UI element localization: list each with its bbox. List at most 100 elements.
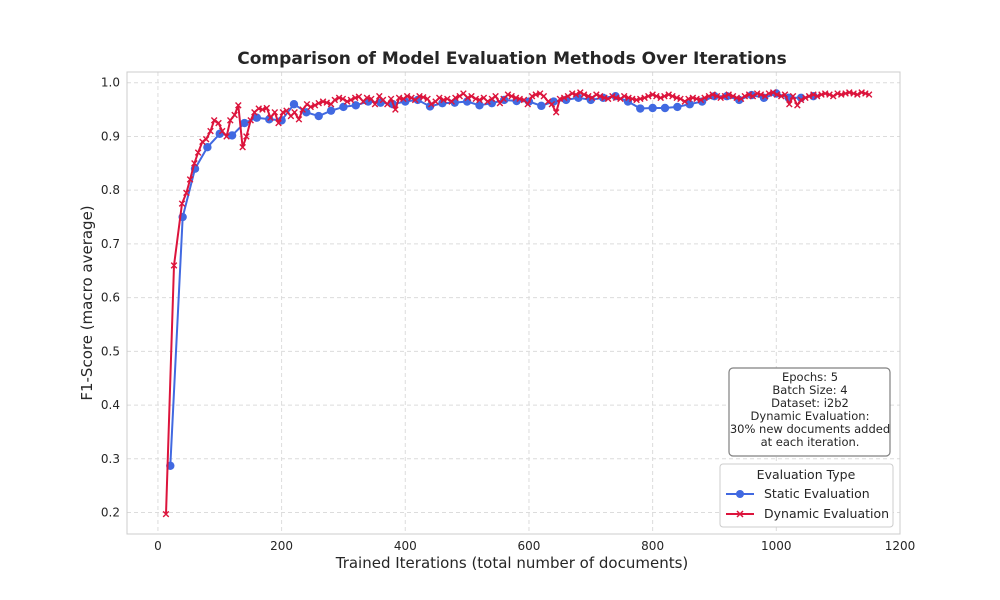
data-point	[311, 102, 319, 109]
data-point	[669, 92, 676, 100]
x-tick-label: 1200	[885, 539, 916, 553]
data-point	[701, 94, 708, 102]
data-point	[255, 105, 263, 112]
data-point	[596, 92, 604, 100]
series-line	[169, 92, 814, 466]
data-point	[648, 103, 657, 113]
data-point	[218, 127, 226, 135]
data-point	[617, 95, 624, 103]
data-point	[685, 100, 694, 109]
data-point	[858, 89, 865, 96]
data-point	[435, 94, 443, 102]
legend-marker-static	[736, 490, 744, 498]
data-point	[786, 100, 793, 108]
series-layer	[162, 89, 873, 518]
data-point	[854, 91, 861, 98]
data-point	[721, 92, 729, 100]
data-point	[215, 119, 222, 127]
data-point	[548, 100, 556, 108]
data-point	[512, 94, 520, 102]
data-point	[440, 96, 447, 104]
data-point	[424, 95, 431, 103]
data-point	[210, 117, 218, 124]
data-point	[677, 95, 684, 103]
data-point	[540, 92, 548, 100]
data-point	[653, 92, 660, 100]
y-axis-ticks: 0.2 0.3 0.4 0.5 0.6 0.7 0.8 0.9 1.0	[101, 76, 120, 520]
data-point	[625, 94, 632, 102]
data-point	[761, 92, 769, 100]
data-point	[588, 94, 596, 102]
annotation-frame	[728, 367, 891, 457]
data-point	[645, 92, 652, 100]
data-point	[259, 106, 266, 113]
data-point	[544, 98, 552, 105]
data-point	[384, 100, 391, 108]
data-point	[829, 92, 837, 100]
data-point	[452, 94, 459, 102]
data-point	[295, 115, 303, 123]
data-point	[601, 94, 608, 102]
data-point	[620, 92, 628, 100]
data-point	[713, 92, 721, 100]
data-point	[524, 100, 532, 108]
data-point	[753, 90, 761, 97]
data-point	[319, 98, 327, 105]
data-point	[661, 92, 668, 100]
data-point	[572, 91, 580, 98]
data-point	[862, 90, 869, 97]
annotation-box: Epochs: 5 Batch Size: 4 Dataset: i2b2 Dy…	[728, 367, 891, 457]
data-point	[741, 92, 749, 100]
data-point	[351, 94, 359, 102]
data-point	[283, 107, 290, 114]
data-point	[275, 119, 282, 127]
y-tick-label: 0.8	[101, 183, 120, 197]
data-point	[247, 117, 254, 124]
data-point	[657, 94, 664, 102]
data-point	[199, 138, 206, 146]
data-point	[636, 104, 645, 113]
y-tick-label: 0.3	[101, 452, 120, 466]
data-point	[400, 95, 407, 103]
data-point	[307, 103, 314, 111]
data-point	[805, 92, 813, 100]
data-point	[834, 90, 841, 97]
data-point	[387, 95, 395, 103]
data-point	[865, 91, 873, 98]
legend-label-dynamic: Dynamic Evaluation	[764, 506, 889, 521]
data-point	[299, 106, 306, 113]
data-point	[243, 133, 250, 140]
data-point	[162, 510, 170, 518]
chart-title: Comparison of Model Evaluation Methods O…	[237, 49, 786, 69]
data-point	[408, 94, 415, 102]
y-tick-label: 0.2	[101, 506, 120, 520]
data-point	[235, 102, 242, 109]
data-point	[226, 117, 234, 124]
legend-frame	[719, 463, 894, 528]
data-point	[343, 98, 351, 105]
data-point	[183, 189, 190, 197]
data-point	[777, 92, 785, 100]
data-point	[842, 90, 849, 97]
data-point	[818, 91, 825, 98]
data-point	[709, 91, 716, 98]
data-point	[476, 96, 483, 104]
data-point	[186, 176, 194, 183]
data-point	[665, 91, 673, 98]
data-point	[641, 94, 648, 102]
data-point	[725, 91, 732, 98]
data-point	[170, 262, 178, 269]
annotation-line: Dynamic Evaluation:	[751, 409, 870, 423]
data-point	[194, 149, 202, 156]
data-point	[191, 160, 198, 167]
data-point	[773, 91, 781, 98]
y-axis-label: F1-Score (macro average)	[78, 205, 96, 400]
x-axis-label: Trained Iterations (total number of docu…	[335, 554, 689, 572]
data-point	[231, 111, 238, 119]
data-point	[810, 91, 817, 98]
data-point	[291, 108, 298, 116]
annotation-line: Batch Size: 4	[772, 383, 847, 397]
data-point	[326, 106, 336, 115]
data-point	[633, 96, 640, 104]
